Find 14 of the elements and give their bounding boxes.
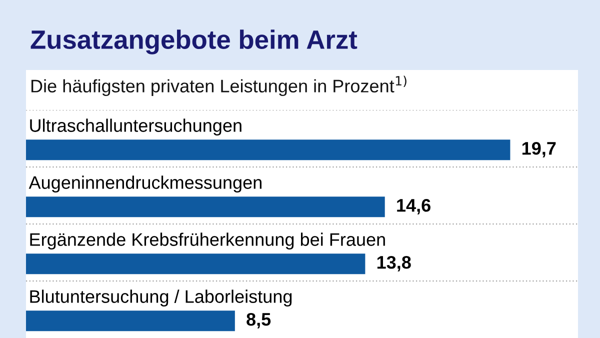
data-label: 19,7 (522, 142, 556, 158)
y-tick-label: Ultraschalluntersuchungen (30, 118, 242, 136)
bar (26, 140, 510, 160)
y-tick-label: Ergänzende Krebsfrüherkennung bei Frauen (30, 232, 385, 250)
y-tick-label: Augeninnendruckmessungen (28, 176, 262, 193)
data-label: 14,6 (397, 198, 430, 214)
data-label: 8,5 (246, 312, 271, 328)
chart-subtitle: Die häufigsten privaten Leistungen in Prozent$^{1)}$ (31, 76, 406, 96)
data-label: 13,8 (377, 256, 411, 272)
y-tick-label: Blutuntersuchung / Laborleistung (30, 290, 292, 307)
bar (26, 254, 366, 274)
bar (26, 310, 235, 332)
bar (26, 196, 385, 218)
chart-title: Zusatzangebote beim Arzt (30, 30, 358, 54)
